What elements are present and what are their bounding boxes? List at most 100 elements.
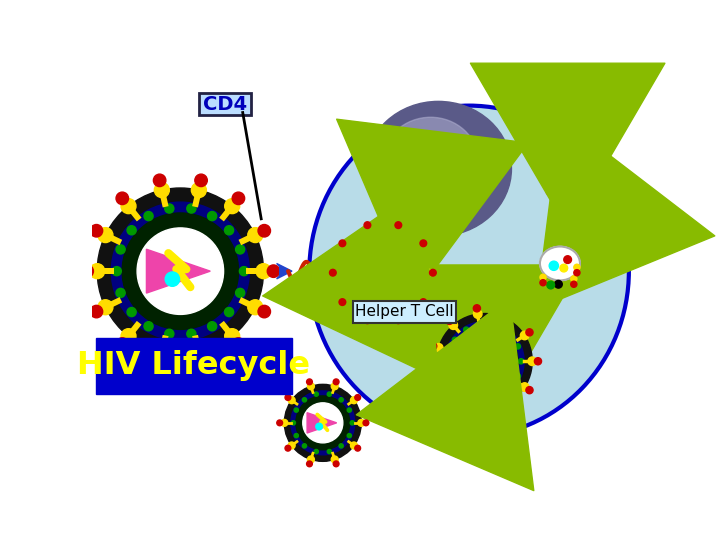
Circle shape xyxy=(347,408,351,412)
Circle shape xyxy=(474,310,482,318)
Ellipse shape xyxy=(540,247,580,280)
Circle shape xyxy=(327,449,331,454)
Circle shape xyxy=(285,446,291,451)
Circle shape xyxy=(276,420,282,426)
Circle shape xyxy=(402,297,407,302)
Circle shape xyxy=(225,226,234,235)
Ellipse shape xyxy=(310,106,629,437)
Circle shape xyxy=(165,204,174,213)
Circle shape xyxy=(351,397,357,404)
Circle shape xyxy=(574,264,580,271)
Circle shape xyxy=(258,225,271,237)
Circle shape xyxy=(363,420,369,426)
Circle shape xyxy=(351,442,357,449)
Circle shape xyxy=(388,303,393,308)
Circle shape xyxy=(343,295,351,303)
Circle shape xyxy=(359,244,364,248)
Circle shape xyxy=(112,267,121,276)
Circle shape xyxy=(127,226,136,235)
Circle shape xyxy=(415,242,423,251)
Polygon shape xyxy=(307,413,337,433)
Circle shape xyxy=(351,241,414,304)
Circle shape xyxy=(165,272,179,286)
Polygon shape xyxy=(364,261,399,285)
Circle shape xyxy=(476,362,484,370)
Circle shape xyxy=(392,226,401,234)
Ellipse shape xyxy=(383,117,478,205)
Circle shape xyxy=(500,314,508,322)
Circle shape xyxy=(307,379,312,384)
Circle shape xyxy=(267,265,280,278)
Circle shape xyxy=(330,269,336,276)
Circle shape xyxy=(248,300,263,315)
Circle shape xyxy=(478,322,483,328)
Circle shape xyxy=(331,383,338,390)
Circle shape xyxy=(334,269,342,276)
Circle shape xyxy=(235,288,245,298)
Circle shape xyxy=(285,395,291,400)
Circle shape xyxy=(459,336,509,386)
Circle shape xyxy=(374,273,382,281)
Circle shape xyxy=(225,199,240,214)
Circle shape xyxy=(294,408,298,412)
Circle shape xyxy=(571,281,577,287)
Circle shape xyxy=(195,356,207,368)
Circle shape xyxy=(411,255,416,260)
Circle shape xyxy=(373,303,378,308)
Circle shape xyxy=(90,225,103,237)
Circle shape xyxy=(225,329,240,343)
Circle shape xyxy=(478,395,483,400)
Circle shape xyxy=(192,183,207,198)
Circle shape xyxy=(192,345,207,360)
Circle shape xyxy=(365,311,373,319)
Circle shape xyxy=(434,343,443,352)
Circle shape xyxy=(232,192,245,205)
Circle shape xyxy=(186,204,196,213)
Circle shape xyxy=(464,390,469,395)
Circle shape xyxy=(415,270,420,275)
Ellipse shape xyxy=(365,102,511,236)
Circle shape xyxy=(291,421,295,425)
Circle shape xyxy=(232,338,245,350)
Circle shape xyxy=(493,324,498,329)
Circle shape xyxy=(449,393,457,402)
Circle shape xyxy=(521,383,529,391)
Circle shape xyxy=(430,342,437,350)
Circle shape xyxy=(122,213,238,329)
Circle shape xyxy=(364,317,371,323)
Circle shape xyxy=(339,444,343,448)
Circle shape xyxy=(284,384,361,461)
Circle shape xyxy=(452,380,458,386)
Circle shape xyxy=(528,357,536,366)
Circle shape xyxy=(307,461,312,467)
Circle shape xyxy=(339,299,346,306)
Circle shape xyxy=(303,403,343,443)
Circle shape xyxy=(116,338,128,350)
Circle shape xyxy=(420,240,427,247)
Circle shape xyxy=(446,318,453,325)
Circle shape xyxy=(186,329,196,339)
Circle shape xyxy=(493,393,498,399)
Circle shape xyxy=(359,249,406,296)
FancyBboxPatch shape xyxy=(199,93,251,115)
Circle shape xyxy=(430,269,436,276)
Circle shape xyxy=(207,322,217,331)
Text: Helper T Cell: Helper T Cell xyxy=(355,305,454,320)
Circle shape xyxy=(346,270,351,275)
Circle shape xyxy=(402,244,407,248)
FancyBboxPatch shape xyxy=(353,301,456,323)
Polygon shape xyxy=(465,349,502,374)
Circle shape xyxy=(420,299,427,306)
Circle shape xyxy=(473,305,480,312)
Circle shape xyxy=(346,235,420,310)
Circle shape xyxy=(365,226,373,234)
Circle shape xyxy=(333,461,339,467)
Circle shape xyxy=(339,397,343,402)
Circle shape xyxy=(445,322,524,401)
Circle shape xyxy=(549,261,559,271)
Circle shape xyxy=(153,174,166,187)
Circle shape xyxy=(154,345,169,360)
Circle shape xyxy=(526,387,533,394)
Circle shape xyxy=(116,245,125,254)
Circle shape xyxy=(446,366,451,372)
